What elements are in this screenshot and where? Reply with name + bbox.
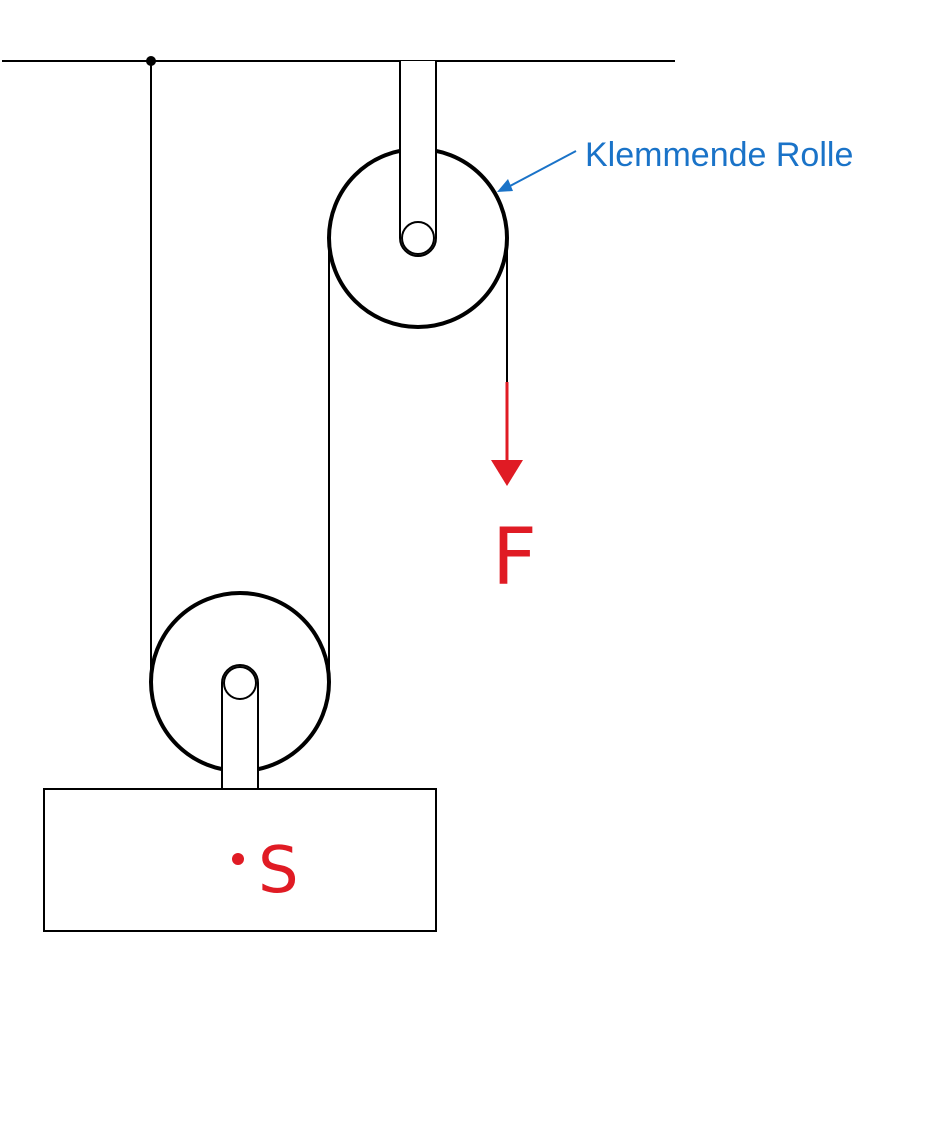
- center-of-mass-dot: [232, 853, 244, 865]
- force-label: F: [492, 513, 537, 603]
- pulley-annotation-label: Klemmende Rolle: [585, 136, 853, 174]
- force-arrow-head: [491, 460, 523, 486]
- top-pulley-axle: [401, 221, 435, 255]
- center-of-mass-label: S: [258, 834, 299, 908]
- annotation-pointer-head: [497, 179, 513, 192]
- annotation-pointer-line: [509, 150, 577, 187]
- top-pulley-bracket: [399, 61, 437, 257]
- bottom-pulley-axle: [223, 666, 257, 700]
